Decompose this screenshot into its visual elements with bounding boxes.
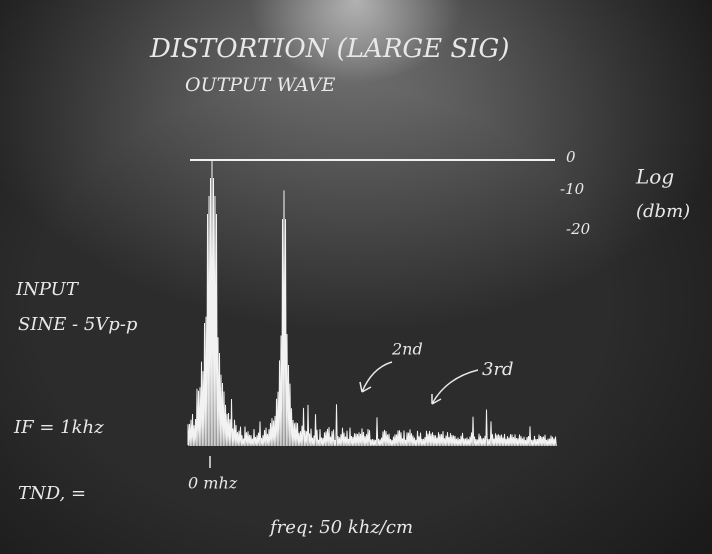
input-note: SINE - 5Vp-p (18, 314, 138, 335)
subtitle: OUTPUT WAVE (185, 74, 336, 96)
title: DISTORTION (LARGE SIG) (149, 34, 509, 64)
input-note: IF = 1khz (13, 417, 104, 438)
scale-tick: 0 (566, 148, 576, 166)
scale-tick: -20 (566, 220, 591, 238)
scale-unit: Log (635, 165, 674, 189)
vignette (0, 0, 712, 554)
peak-label: 3rd (482, 359, 514, 380)
input-note: INPUT (15, 279, 80, 300)
x-scale: freq: 50 khz/cm (268, 517, 413, 538)
scale-unit: (dbm) (636, 201, 690, 222)
x-origin: 0 mhz (188, 474, 238, 493)
peak-label: 2nd (391, 340, 423, 359)
scale-tick: -10 (560, 180, 585, 198)
screen-photo: DISTORTION (LARGE SIG) OUTPUT WAVE 0 -10… (0, 0, 712, 554)
input-note: TND, = (18, 483, 86, 504)
